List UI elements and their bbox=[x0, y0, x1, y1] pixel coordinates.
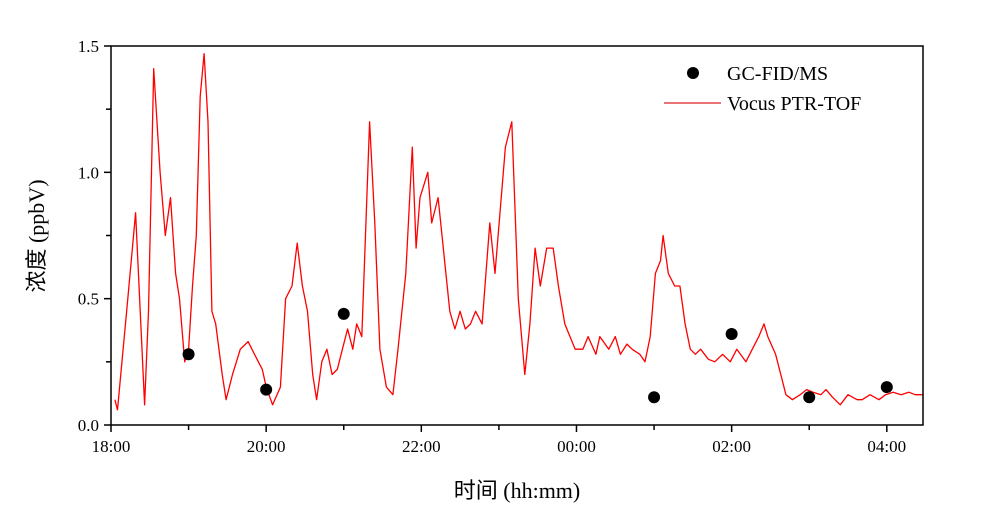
legend: GC-FID/MS Vocus PTR-TOF bbox=[664, 63, 861, 115]
legend-label-gc-fid-ms: GC-FID/MS bbox=[727, 63, 828, 85]
legend-marker-gc-fid-ms bbox=[687, 67, 699, 79]
legend-label-vocus-ptr-tof: Vocus PTR-TOF bbox=[727, 93, 861, 115]
x-axis-label: 时间 (hh:mm) bbox=[454, 478, 581, 503]
data-point-gc-fid-ms bbox=[260, 383, 273, 396]
x-tick-label: 02:00 bbox=[712, 437, 751, 456]
data-point-gc-fid-ms bbox=[648, 391, 661, 404]
x-tick-label: 04:00 bbox=[867, 437, 906, 456]
data-point-gc-fid-ms bbox=[337, 307, 350, 320]
data-point-gc-fid-ms bbox=[182, 348, 195, 361]
y-axis-label: 浓度 (ppbV) bbox=[24, 179, 49, 292]
series-line-vocus-ptr-tof bbox=[114, 52, 923, 411]
y-tick-label: 0.5 bbox=[78, 290, 99, 309]
x-tick-label: 18:00 bbox=[92, 437, 131, 456]
y-tick-label: 1.5 bbox=[78, 37, 99, 56]
y-tick-label: 1.0 bbox=[78, 163, 99, 182]
data-point-gc-fid-ms bbox=[803, 391, 816, 404]
data-point-gc-fid-ms bbox=[725, 328, 738, 341]
x-tick-label: 20:00 bbox=[247, 437, 286, 456]
data-point-gc-fid-ms bbox=[880, 381, 893, 394]
x-tick-label: 00:00 bbox=[557, 437, 596, 456]
y-tick-label: 0.0 bbox=[78, 416, 99, 435]
x-tick-label: 22:00 bbox=[402, 437, 441, 456]
